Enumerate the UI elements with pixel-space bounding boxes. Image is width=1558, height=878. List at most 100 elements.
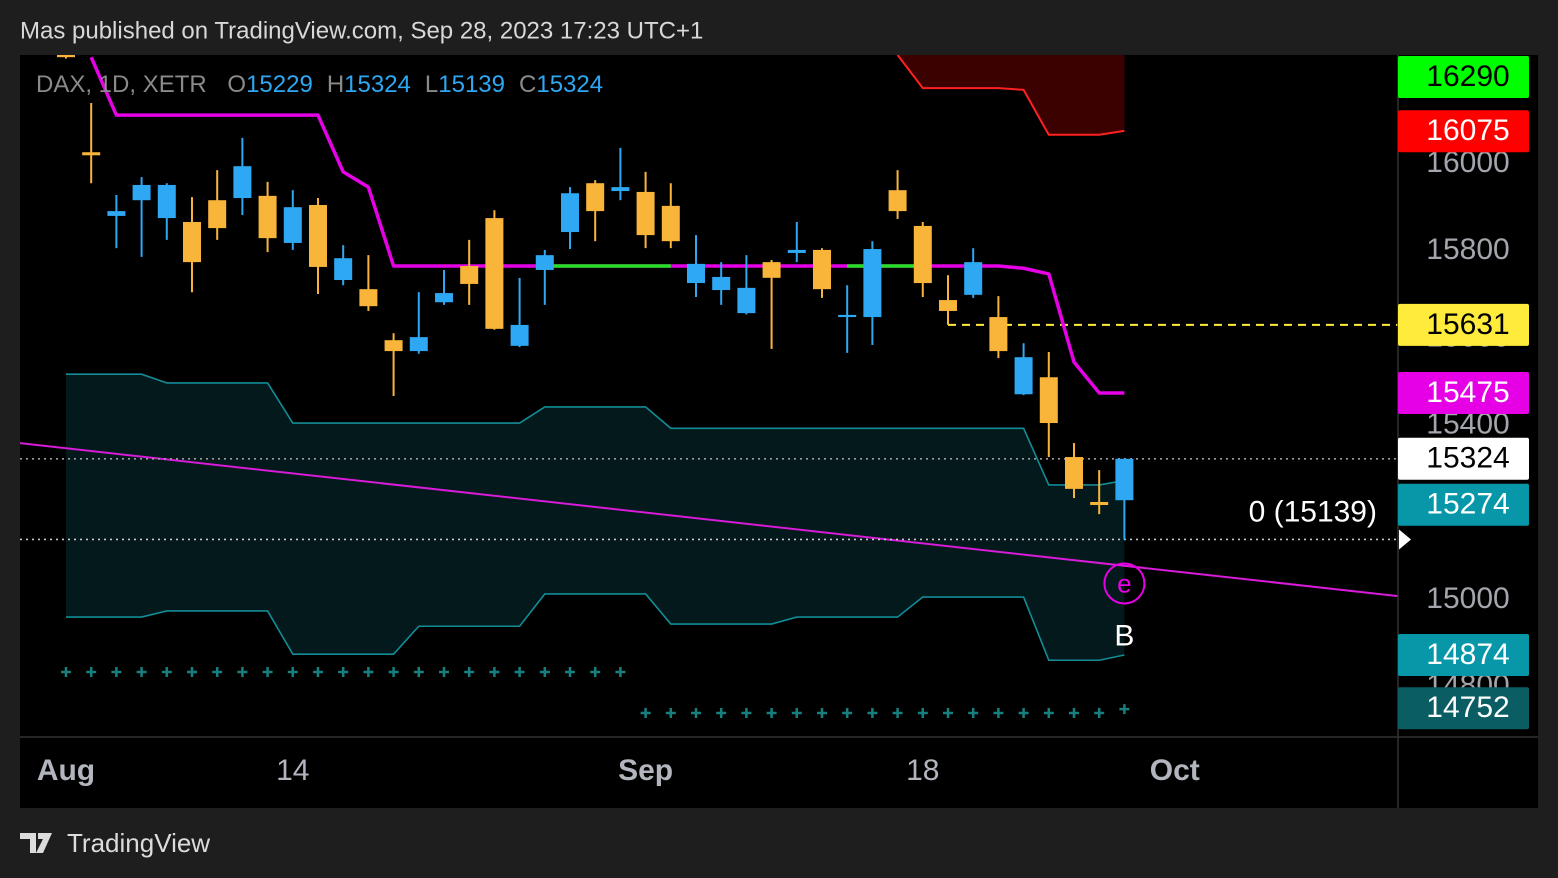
plot-area	[20, 55, 1398, 719]
indicator-dot	[287, 667, 298, 678]
indicator-dot	[1068, 708, 1079, 719]
x-tick-label: 18	[906, 754, 939, 787]
marker-text: B	[1114, 619, 1134, 652]
price-label: 14874	[1426, 638, 1509, 671]
indicator-dot	[237, 667, 248, 678]
indicator-dot	[993, 708, 1004, 719]
channel-upper	[65, 373, 1125, 486]
symbol-legend: DAX, 1D, XETR O15229 H15324 L15139 C15324	[36, 71, 603, 98]
price-label: 15324	[1426, 442, 1509, 475]
cloud-fill	[897, 55, 1125, 135]
candle-body	[586, 183, 605, 212]
candle-body	[888, 190, 907, 212]
candle-body	[611, 187, 630, 192]
price-label: 15475	[1426, 376, 1509, 409]
candle-body	[56, 55, 75, 58]
candle-body	[107, 211, 126, 216]
candle-body	[863, 249, 882, 318]
candle-body	[712, 276, 731, 291]
price-label: 15274	[1426, 488, 1509, 521]
price-label-box	[1398, 437, 1529, 480]
candle-body	[434, 293, 453, 303]
indicator-dot	[388, 667, 399, 678]
candle-body	[560, 193, 579, 233]
indicator-dot	[816, 708, 827, 719]
candle-body	[384, 340, 403, 352]
indicator-dot	[86, 667, 97, 678]
indicator-dot	[766, 708, 777, 719]
indicator-dot	[590, 667, 601, 678]
indicator-dot	[111, 667, 122, 678]
publish-info: Mas published on TradingView.com, Sep 28…	[20, 17, 703, 44]
candle-body	[686, 263, 705, 284]
candle-body	[460, 266, 479, 284]
indicator-dot	[464, 667, 475, 678]
price-label-box	[1398, 483, 1529, 526]
indicator-dot	[489, 667, 500, 678]
candle-body	[1064, 457, 1083, 489]
candle-body	[1014, 357, 1033, 395]
candle-body	[838, 314, 857, 318]
x-tick-label: Sep	[618, 754, 673, 787]
indicator-dot	[917, 708, 928, 719]
candle-body	[913, 225, 932, 284]
indicator-dot	[892, 708, 903, 719]
x-tick-label: Oct	[1150, 754, 1200, 787]
channel-lower	[65, 593, 1125, 662]
symbol: DAX, 1D, XETR	[36, 71, 207, 98]
ohlc-name: C	[519, 71, 536, 98]
ohlc-name: L	[425, 71, 438, 98]
price-label-box	[1398, 371, 1529, 414]
candle-body	[1090, 501, 1109, 506]
candle-body	[157, 184, 176, 219]
price-label-box	[1398, 303, 1529, 346]
indicator-dot	[867, 708, 878, 719]
indicator-dot	[539, 667, 550, 678]
brand-logo	[20, 833, 52, 853]
candle-body	[812, 249, 831, 290]
price-label: 14752	[1426, 691, 1509, 724]
candle-body	[208, 200, 227, 229]
x-tick-label: 14	[276, 754, 309, 787]
candle-body	[964, 262, 983, 295]
indicator-dot	[161, 667, 172, 678]
candle-body	[258, 195, 277, 239]
indicator-dot	[640, 708, 651, 719]
brand-name: TradingView	[67, 828, 210, 858]
indicator-dot	[312, 667, 323, 678]
indicator-dot	[690, 708, 701, 719]
indicator-dot	[1119, 704, 1130, 715]
trendline	[20, 442, 1398, 598]
candle-body	[359, 289, 378, 307]
ohlc-value: 15324	[536, 71, 603, 98]
indicator-dot	[942, 708, 953, 719]
channel-fill	[65, 374, 1125, 661]
candle-body	[132, 184, 151, 201]
axes: 148001500015400156001580016000Aug14Sep18…	[37, 56, 1529, 787]
indicator-dot	[665, 708, 676, 719]
price-label-box	[1398, 687, 1529, 730]
indicator-dot	[968, 708, 979, 719]
candle-body	[661, 205, 680, 242]
price-label-box	[1398, 634, 1529, 677]
y-tick-label: 15000	[1426, 582, 1509, 615]
ohlc-value: 15324	[344, 71, 411, 98]
candle-body	[938, 300, 957, 311]
indicator-dot	[615, 667, 626, 678]
price-label-box	[1398, 110, 1529, 153]
candle-body	[787, 249, 806, 253]
candle-body	[989, 317, 1008, 352]
candle-body	[283, 207, 302, 243]
indicator-dot	[438, 667, 449, 678]
candle-body	[409, 337, 428, 352]
price-label-box	[1398, 56, 1529, 98]
indicator-dot	[338, 667, 349, 678]
indicator-dot	[716, 708, 727, 719]
indicator-dot	[791, 708, 802, 719]
level-label: 0 (15139)	[1249, 495, 1377, 528]
candle-body	[535, 255, 554, 270]
indicator-dot	[262, 667, 273, 678]
candle-body	[737, 287, 756, 314]
